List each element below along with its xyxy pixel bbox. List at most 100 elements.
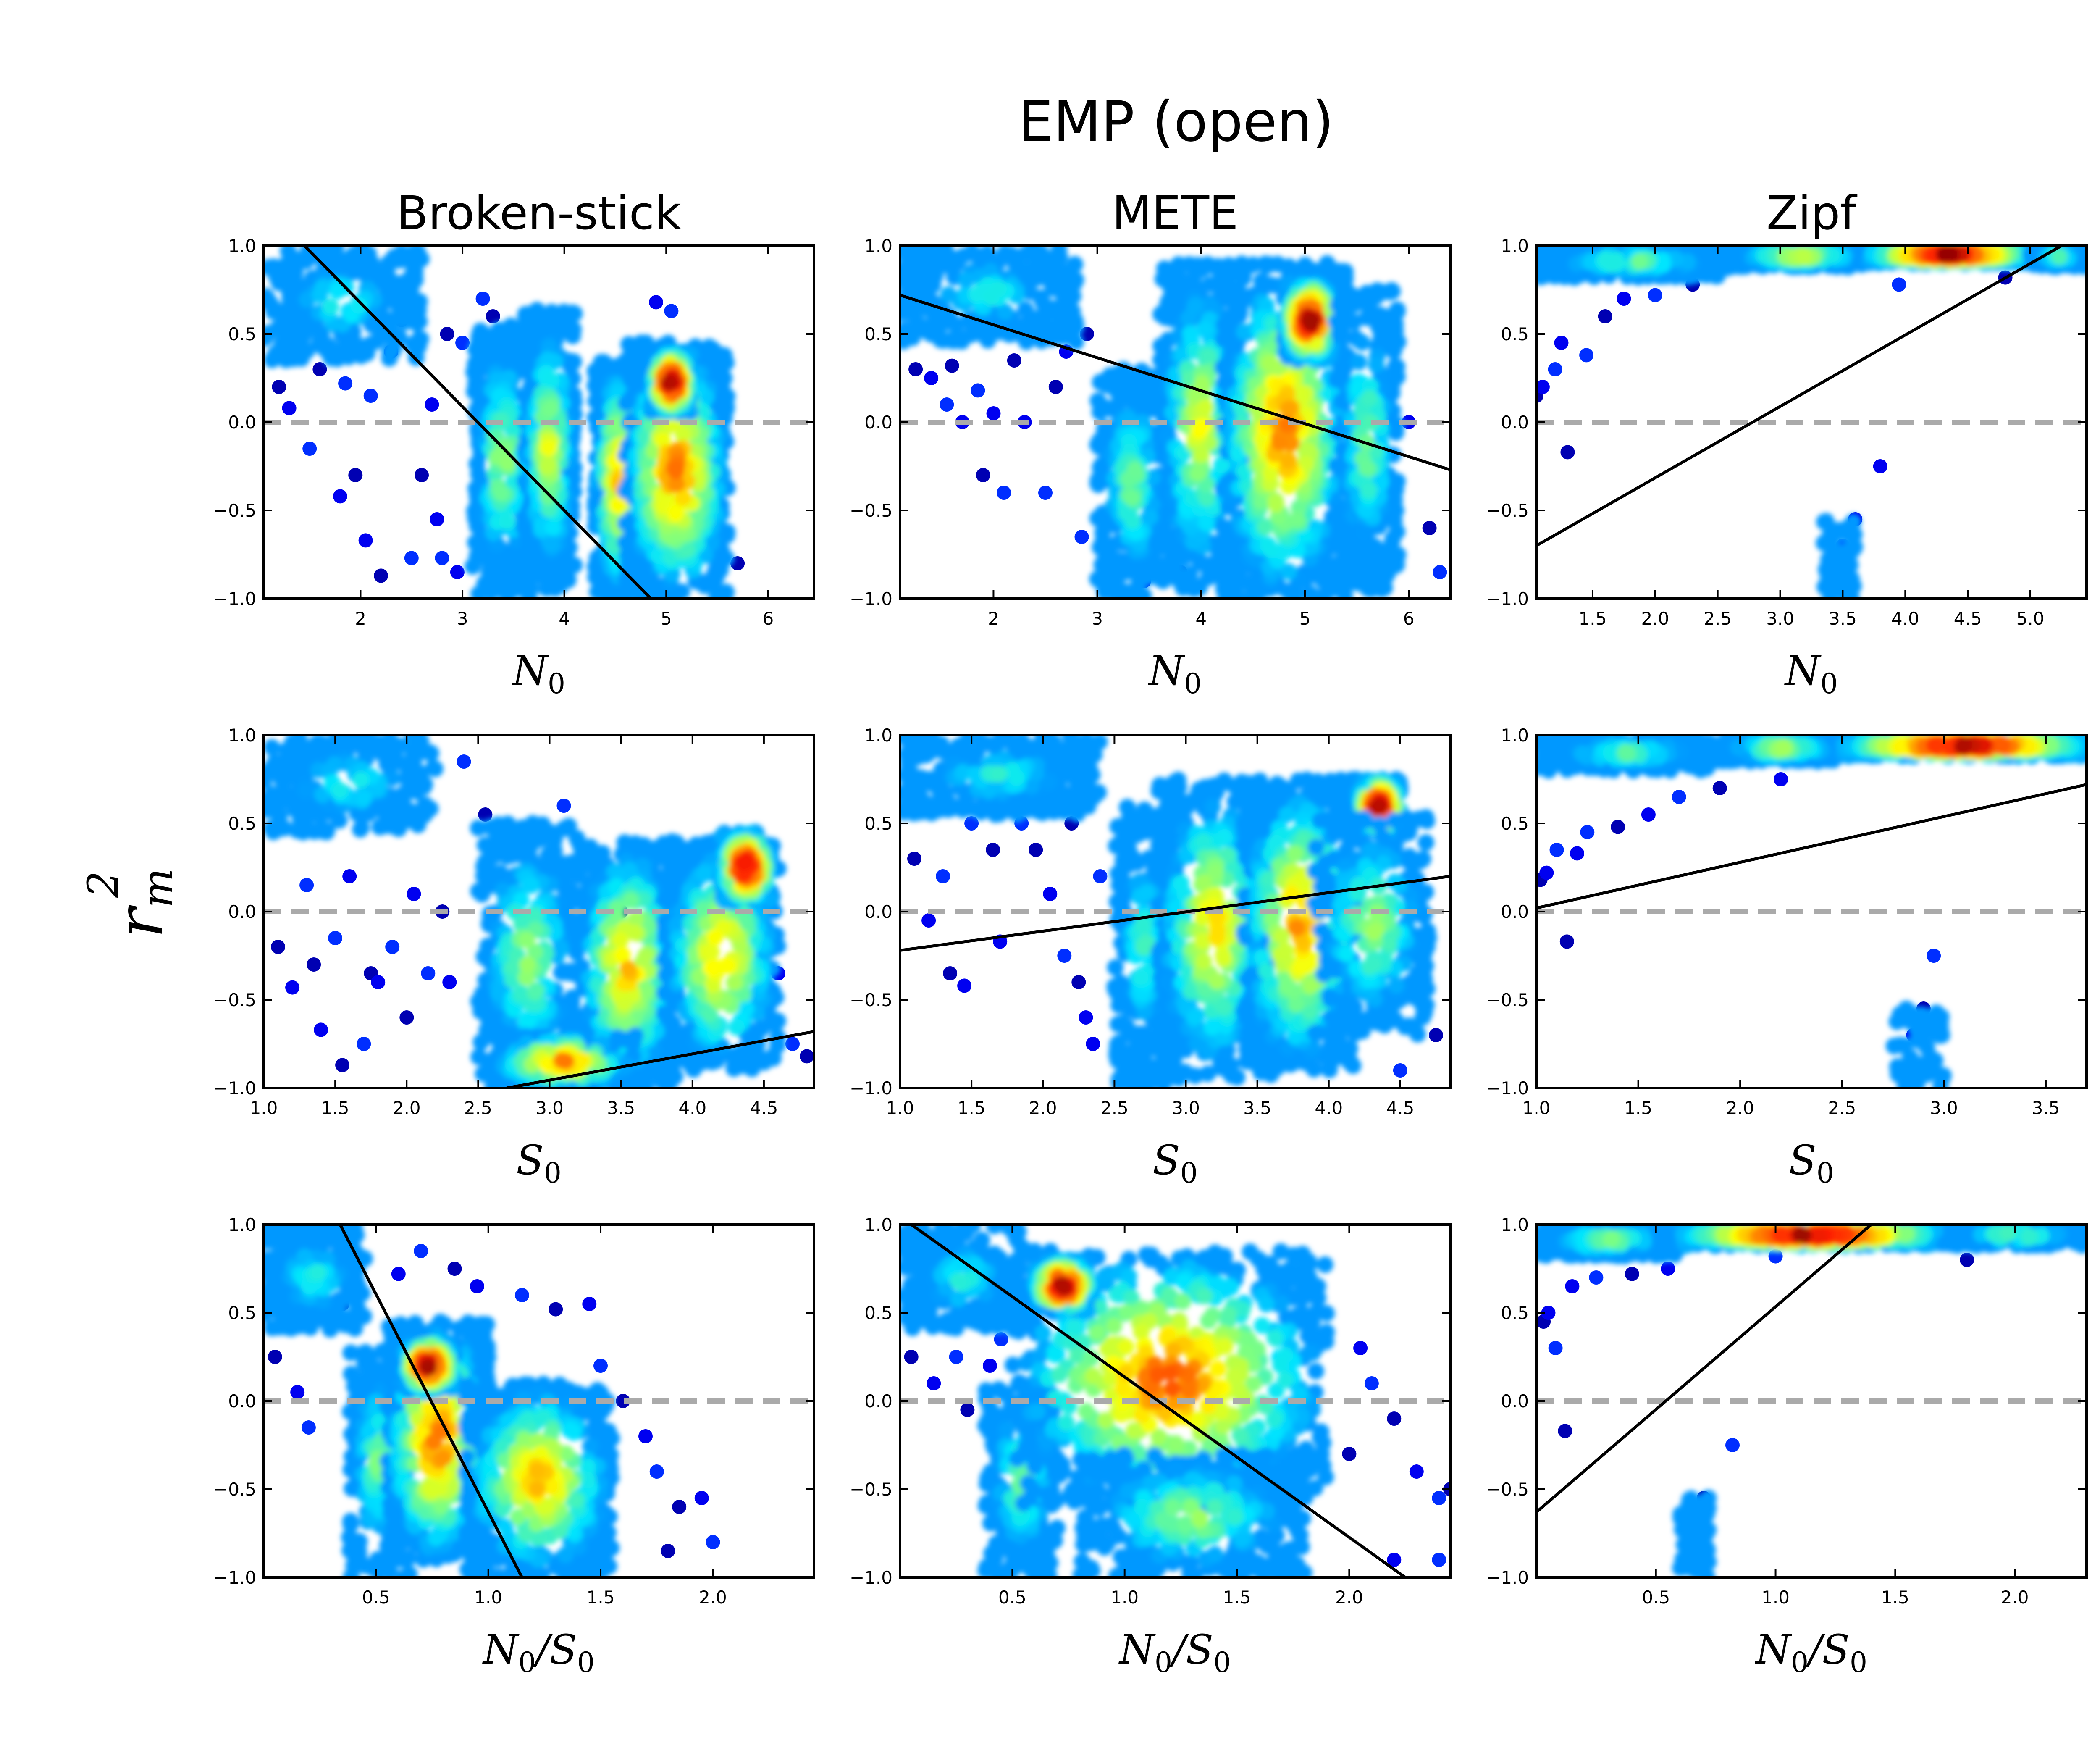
outlier-point: [440, 327, 454, 341]
y-tick-label: 0.5: [864, 324, 892, 344]
density-point: [715, 370, 732, 387]
density-point: [1389, 301, 1406, 318]
y-tick-label: −1.0: [213, 589, 256, 609]
density-point: [538, 563, 555, 580]
density-point: [982, 289, 1000, 306]
density-point: [1366, 538, 1383, 555]
density-point: [1380, 541, 1396, 558]
density-point: [286, 328, 303, 345]
density-point: [1280, 583, 1297, 599]
density-point: [1124, 512, 1141, 529]
outlier-point: [1422, 521, 1437, 535]
y-axis-label: rm2: [79, 868, 182, 938]
density-point: [1124, 584, 1141, 599]
density-point: [1380, 329, 1397, 346]
x-axis-label-n-0: N0: [512, 647, 565, 700]
outlier-point: [312, 362, 327, 376]
density-point: [1365, 572, 1382, 589]
density-point: [1389, 523, 1406, 540]
density-point: [1700, 263, 1717, 281]
outlier-point: [374, 568, 388, 583]
y-ticks-bs-n0: −1.0−0.50.00.51.0: [213, 236, 814, 609]
density-point: [704, 357, 721, 374]
x-tick-label: 5: [661, 608, 672, 629]
density-point: [475, 326, 492, 343]
outlier-point: [1536, 380, 1550, 394]
outlier-point: [664, 304, 679, 318]
density-point: [539, 351, 556, 368]
outlier-point: [430, 512, 444, 526]
density-point: [1200, 348, 1218, 365]
density-point: [1357, 293, 1374, 310]
x-tick-label: 6: [1403, 608, 1415, 629]
density-point: [1124, 489, 1141, 507]
density-point: [694, 573, 711, 591]
density-point: [389, 296, 406, 313]
y-tick-label: 0.5: [228, 324, 256, 344]
density-point: [518, 574, 536, 591]
x-tick-label: 4: [1195, 608, 1207, 629]
outlier-point: [1007, 353, 1021, 368]
y-axis-label-base: r: [104, 904, 177, 938]
panel-bs-n0: 2 3 4 5 6−1.0−0.50.00.51.0N0: [213, 236, 815, 700]
density-point: [1542, 246, 1559, 258]
density-point: [634, 358, 651, 375]
density-point: [540, 455, 557, 472]
density-point: [1302, 585, 1319, 599]
outlier-point: [333, 489, 347, 504]
density-points-bs-n0: [264, 246, 736, 599]
outlier-point: [1548, 362, 1562, 376]
outlier-point: [486, 309, 500, 323]
density-point: [1216, 374, 1233, 391]
density-point: [1196, 321, 1213, 338]
regression-fit-line: [303, 246, 652, 599]
density-point: [668, 460, 685, 477]
density-point: [1336, 268, 1353, 285]
density-point: [467, 341, 484, 358]
density-point: [1213, 456, 1230, 473]
density-point: [1140, 510, 1157, 526]
density-point: [1257, 518, 1274, 535]
density-point: [541, 401, 558, 418]
outlier-points-bs-n0: [272, 292, 745, 583]
outlier-point: [976, 468, 990, 482]
density-point: [543, 372, 560, 389]
density-point: [1136, 380, 1153, 397]
x-tick-label: 2: [988, 608, 999, 629]
density-point: [517, 306, 535, 323]
density-point: [932, 310, 949, 327]
density-point: [1222, 535, 1239, 552]
density-point: [1271, 434, 1288, 451]
density-point: [375, 324, 393, 341]
y-tick-label: −0.5: [850, 500, 892, 521]
density-point: [290, 305, 307, 322]
density-point: [1257, 255, 1274, 273]
density-point: [1331, 310, 1349, 327]
x-axis-label-n-0: N0: [1148, 647, 1202, 700]
density-point: [411, 330, 428, 347]
density-point: [1185, 277, 1202, 294]
density-point: [322, 298, 339, 315]
density-point: [1166, 527, 1183, 544]
density-point: [1297, 256, 1314, 273]
outlier-point: [404, 551, 419, 565]
density-point: [342, 249, 360, 266]
density-point: [1536, 260, 1548, 277]
density-point: [315, 251, 332, 268]
density-point: [1032, 289, 1049, 306]
density-point: [472, 532, 489, 549]
outlier-point: [1617, 292, 1631, 306]
density-point: [675, 426, 691, 443]
density-point: [675, 489, 692, 506]
outlier-point: [302, 442, 317, 456]
density-point: [357, 247, 375, 265]
density-point: [903, 260, 920, 278]
outlier-point: [1648, 288, 1662, 302]
density-point: [1607, 255, 1624, 272]
outlier-point: [1598, 309, 1612, 323]
density-point: [679, 541, 696, 558]
density-point: [1631, 253, 1648, 270]
density-point: [1215, 264, 1233, 281]
outlier-point: [1554, 336, 1569, 350]
